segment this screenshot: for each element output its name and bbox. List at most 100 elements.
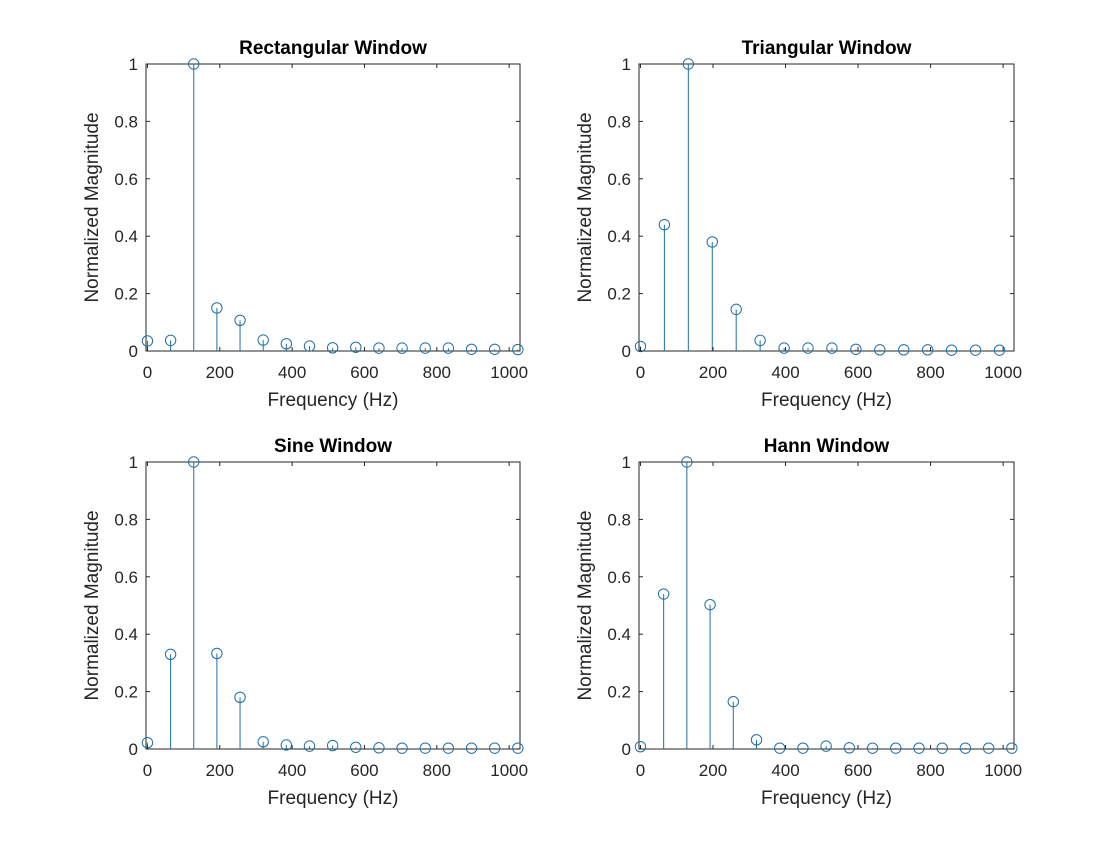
y-tick-label: 0.4 xyxy=(114,625,138,644)
stem-marker xyxy=(465,742,478,754)
x-tick-label: 1000 xyxy=(984,363,1022,382)
y-tick-label: 0.2 xyxy=(607,683,631,702)
stem-marker xyxy=(658,219,671,231)
stem-marker xyxy=(512,343,524,356)
stem-marker xyxy=(350,741,362,753)
x-tick-label: 800 xyxy=(916,761,944,780)
y-tick-label: 0 xyxy=(129,740,138,759)
stem-marker xyxy=(442,742,455,754)
stem-marker xyxy=(303,740,316,752)
x-tick-label: 1000 xyxy=(984,761,1022,780)
x-axis-label: Frequency (Hz) xyxy=(268,390,399,411)
x-tick-label: 0 xyxy=(636,761,645,780)
stem-marker xyxy=(211,302,223,314)
y-tick-label: 0 xyxy=(129,342,138,361)
y-axis-label: Normalized Magnitude xyxy=(82,510,103,700)
stem-marker xyxy=(442,342,455,354)
x-axis-label: Frequency (Hz) xyxy=(761,390,892,411)
stem-marker xyxy=(396,742,408,754)
stem-marker xyxy=(945,344,958,356)
y-tick-label: 0.8 xyxy=(114,510,138,529)
subplot-sine-window: 0 200 400 600 800 1000 0 0.2 0.4 0.6 0.8 1 Sine Wind… xyxy=(82,436,528,809)
y-axis-label: Normalized Magnitude xyxy=(575,510,596,700)
chart-title: Rectangular Window xyxy=(239,38,427,59)
y-tick-label: 1 xyxy=(129,453,138,472)
x-tick-label: 0 xyxy=(143,761,152,780)
stem-marker xyxy=(419,342,431,354)
x-tick-label: 0 xyxy=(143,363,152,382)
stem-marker xyxy=(419,742,431,754)
x-tick-label: 600 xyxy=(844,761,872,780)
x-tick-label: 200 xyxy=(699,761,727,780)
stem-marker xyxy=(634,340,647,353)
axes-box xyxy=(638,63,1015,352)
x-tick-label: 600 xyxy=(844,363,872,382)
stem-marker xyxy=(326,739,339,752)
y-tick-label: 0 xyxy=(622,740,631,759)
x-tick-label: 0 xyxy=(636,363,645,382)
stem-marker xyxy=(234,691,246,704)
subplot-triangular-window: 0 200 400 600 800 1000 0 0.2 0.4 0.6 0.8 1 Triangula… xyxy=(575,38,1022,411)
stem-marker xyxy=(303,340,316,352)
y-tick-label: 0.6 xyxy=(607,170,631,189)
subplot-rectangular-window: 0 200 400 600 800 1000 0 0.2 0.4 0.6 0.8 1 Rectangul… xyxy=(82,38,528,411)
stem-marker xyxy=(826,342,838,354)
y-tick-label: 0.2 xyxy=(607,285,631,304)
y-tick-label: 0.2 xyxy=(114,683,138,702)
stem-marker xyxy=(164,334,177,347)
x-tick-label: 400 xyxy=(771,761,799,780)
stem-marker xyxy=(373,342,385,354)
stem-marker xyxy=(326,342,339,354)
stem-marker xyxy=(211,647,223,660)
stem-marker xyxy=(280,338,293,350)
y-tick-label: 0.4 xyxy=(114,227,138,246)
stem-marker xyxy=(913,742,925,754)
stem-marker xyxy=(850,343,862,355)
stem-marker xyxy=(257,736,269,748)
stem-marker xyxy=(188,58,200,70)
stem-marker xyxy=(234,314,246,326)
stem-marker xyxy=(820,740,832,752)
y-tick-label: 0.6 xyxy=(114,568,138,587)
stem-marker xyxy=(373,742,385,754)
stem-marker xyxy=(730,303,742,316)
stem-marker xyxy=(704,598,716,611)
stem-marker xyxy=(141,335,154,347)
stem-marker xyxy=(682,58,695,70)
stem-marker xyxy=(465,343,478,355)
x-tick-label: 600 xyxy=(350,761,378,780)
x-tick-label: 400 xyxy=(278,363,306,382)
y-tick-label: 0.8 xyxy=(607,112,631,131)
chart-title: Sine Window xyxy=(274,436,392,457)
y-tick-label: 0.6 xyxy=(114,170,138,189)
stem-marker xyxy=(898,344,910,356)
stem-marker xyxy=(843,742,856,754)
stem-marker xyxy=(936,742,948,754)
stem-marker xyxy=(164,648,177,660)
stem-marker xyxy=(488,343,501,355)
stem-marker xyxy=(512,742,524,754)
stem-marker xyxy=(874,344,886,356)
stem-marker xyxy=(706,236,718,248)
stem-marker xyxy=(750,734,763,746)
stem-marker xyxy=(280,739,293,751)
y-tick-label: 0.8 xyxy=(607,510,631,529)
stem-marker xyxy=(797,742,809,754)
x-tick-label: 200 xyxy=(206,761,234,780)
x-tick-label: 400 xyxy=(771,363,799,382)
stem-marker xyxy=(396,342,408,354)
stem-marker xyxy=(257,334,269,346)
chart-title: Triangular Window xyxy=(742,38,912,59)
x-axis-label: Frequency (Hz) xyxy=(761,788,892,809)
stem-marker xyxy=(657,588,670,600)
y-tick-label: 0.4 xyxy=(607,625,631,644)
stem-marker xyxy=(488,742,501,754)
x-tick-label: 1000 xyxy=(490,761,528,780)
y-tick-label: 1 xyxy=(622,55,631,74)
y-tick-label: 0.8 xyxy=(114,112,138,131)
axes-box xyxy=(638,461,1015,750)
x-tick-label: 200 xyxy=(699,363,727,382)
stem-marker xyxy=(774,742,786,754)
